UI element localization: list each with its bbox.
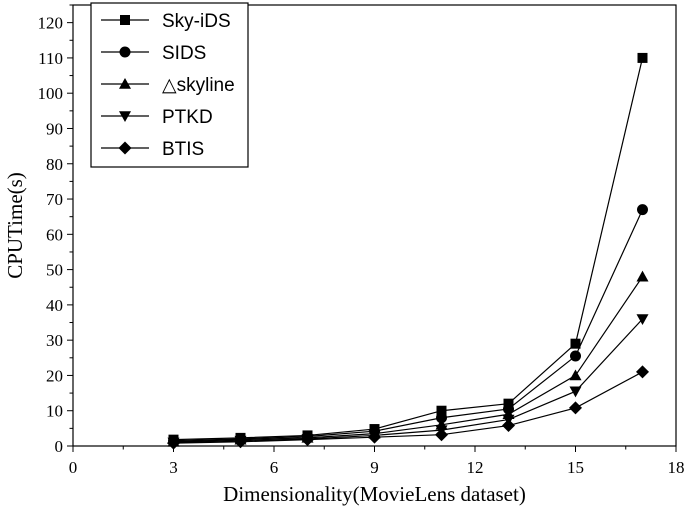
x-tick-label: 18	[668, 458, 685, 477]
data-point	[436, 412, 447, 424]
y-tick-label: 0	[55, 437, 64, 456]
data-point	[637, 204, 648, 216]
data-point	[637, 52, 648, 63]
legend-box	[90, 2, 249, 168]
y-tick-label: 20	[46, 366, 63, 385]
y-tick-label: 50	[46, 261, 63, 280]
y-tick-label: 30	[46, 331, 63, 350]
data-point	[569, 369, 582, 381]
series-4	[167, 365, 649, 450]
legend-marker	[119, 78, 131, 89]
data-point	[301, 433, 314, 447]
y-tick-label: 80	[46, 155, 63, 174]
legend-label: PTKD	[162, 107, 213, 128]
data-point	[636, 365, 649, 379]
legend-marker	[120, 15, 130, 25]
series-line	[173, 209, 644, 442]
x-tick-label: 0	[69, 458, 78, 477]
y-tick-label: 100	[38, 84, 64, 103]
x-tick-label: 3	[169, 458, 178, 477]
legend-marker	[119, 46, 131, 58]
series-layer	[167, 52, 649, 450]
data-point	[569, 401, 582, 415]
series-line	[173, 276, 643, 443]
data-point	[368, 430, 381, 444]
legend-label: BTIS	[162, 139, 204, 160]
y-tick-label: 70	[46, 190, 63, 209]
y-tick-label: 10	[46, 402, 63, 421]
series-3	[167, 314, 649, 449]
x-tick-label: 15	[567, 458, 584, 477]
data-point	[570, 350, 581, 362]
legend-label: Sky-iDS	[162, 11, 231, 32]
data-point	[435, 428, 448, 442]
x-tick-label: 6	[270, 458, 279, 477]
x-tick-label: 12	[467, 458, 484, 477]
legend-marker	[119, 111, 131, 122]
data-point	[569, 386, 582, 398]
x-axis: 0 3 6 9 12 15 18	[69, 446, 685, 477]
series-line	[173, 318, 643, 444]
data-point	[234, 435, 247, 449]
data-point	[436, 405, 447, 416]
legend-label: △skyline	[162, 75, 235, 96]
data-point	[502, 419, 515, 433]
y-axis-title: CPUTime(s)	[3, 172, 27, 279]
series-line	[173, 57, 644, 441]
y-tick-label: 60	[46, 225, 63, 244]
legend-label: SIDS	[162, 43, 206, 64]
data-point	[570, 338, 581, 349]
y-tick-label: 110	[38, 49, 63, 68]
legend: Sky-iDS SIDS △skyline PTKD BTIS	[90, 2, 249, 168]
data-point	[636, 270, 649, 282]
x-axis-title: Dimensionality(MovieLens dataset)	[223, 482, 526, 506]
data-point	[167, 436, 180, 450]
y-tick-label: 40	[46, 296, 63, 315]
y-tick-label: 120	[38, 14, 64, 33]
x-tick-label: 9	[370, 458, 379, 477]
legend-marker	[118, 141, 132, 155]
data-point	[636, 314, 649, 325]
y-axis: 0 10 20 30 40 50 60 70 80 90 100 110 120	[38, 4, 73, 456]
y-tick-label: 90	[46, 119, 63, 138]
series-line	[173, 371, 643, 444]
